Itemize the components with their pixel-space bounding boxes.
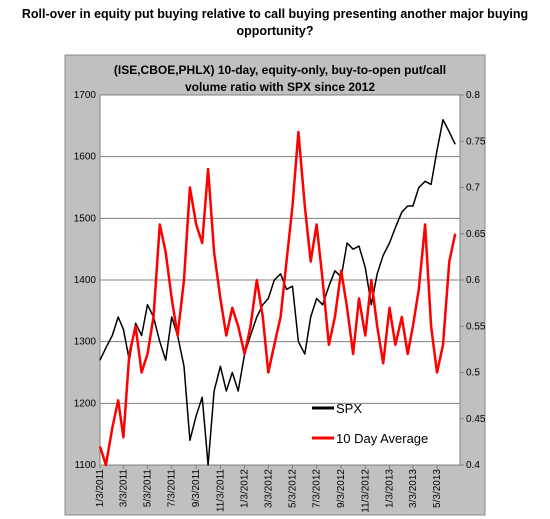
- x-tick-label: 7/3/2012: [312, 469, 323, 508]
- series-line: [98, 130, 457, 467]
- y-tick-label: 1300: [74, 337, 97, 348]
- x-tick-label: 1/3/2011: [95, 469, 106, 508]
- y2-tick-label: 0.4: [466, 460, 480, 471]
- y-tick-label: 1500: [74, 213, 97, 224]
- x-tick-label: 5/3/2011: [143, 469, 154, 508]
- x-tick-label: 11/3/2011: [215, 469, 226, 512]
- x-tick-label: 1/3/2013: [385, 469, 396, 508]
- y2-tick-label: 0.45: [466, 414, 486, 425]
- series-line: [99, 118, 456, 466]
- x-tick-label: 5/3/2013: [432, 469, 443, 508]
- x-tick-label: 1/3/2012: [240, 469, 251, 508]
- y2-tick-label: 0.75: [466, 136, 486, 147]
- y-tick-label: 1100: [74, 460, 96, 471]
- x-tick-label: 9/3/2012: [336, 469, 347, 508]
- chart-title: Roll-over in equity put buying relative …: [21, 7, 529, 38]
- x-tick-label: 5/3/2012: [287, 469, 298, 508]
- y-tick-label: 1200: [74, 398, 97, 409]
- y2-tick-label: 0.7: [466, 183, 480, 194]
- y-tick-label: 1700: [74, 90, 97, 101]
- y2-tick-label: 0.55: [466, 321, 486, 332]
- y2-tick-label: 0.6: [466, 275, 480, 286]
- y2-tick-label: 0.5: [466, 368, 480, 379]
- legend-label: 10 Day Average: [336, 431, 428, 446]
- legend-label: SPX: [336, 401, 362, 416]
- x-tick-label: 11/3/2012: [360, 469, 371, 513]
- y-tick-label: 1600: [74, 152, 97, 163]
- x-tick-label: 9/3/2011: [191, 469, 202, 508]
- y-tick-label: 1400: [74, 275, 97, 286]
- x-tick-label: 7/3/2011: [167, 469, 178, 508]
- y2-tick-label: 0.8: [466, 90, 480, 101]
- x-tick-label: 3/3/2012: [263, 469, 274, 508]
- x-tick-label: 3/3/2011: [118, 469, 129, 508]
- chart-subtitle: (ISE,CBOE,PHLX) 10-day, equity-only, buy…: [113, 63, 447, 94]
- y2-tick-label: 0.65: [466, 229, 486, 240]
- x-tick-label: 3/3/2013: [408, 469, 419, 508]
